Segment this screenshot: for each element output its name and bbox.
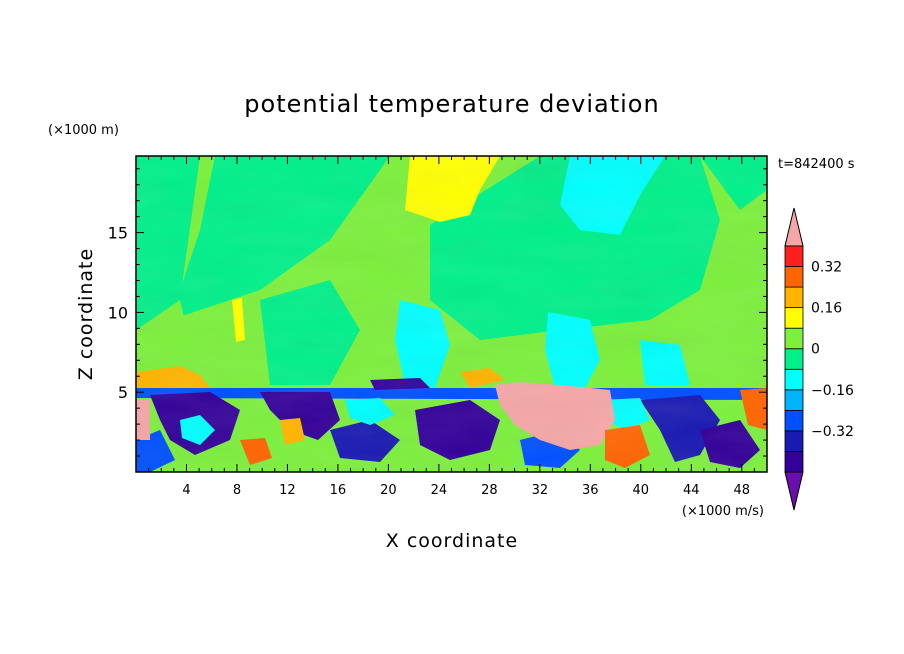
x-tick-label: 36 <box>582 483 599 498</box>
y-tick-label: 5 <box>118 383 128 402</box>
y-tick-label: 10 <box>108 303 128 322</box>
x-tick-label: 44 <box>683 483 700 498</box>
y-axis-title: Z coordinate <box>75 248 97 380</box>
x-unit-label: (×1000 m/s) <box>682 504 764 519</box>
colorbar-box <box>784 245 804 267</box>
y-axis: 5 10 15 <box>108 168 767 457</box>
colorbar-box <box>784 348 804 370</box>
colorbar-box <box>784 389 804 411</box>
x-tick-label: 12 <box>279 483 296 498</box>
colorbar-extend-top <box>784 207 804 247</box>
colorbar-label: 0.16 <box>811 301 842 317</box>
colorbar-box <box>784 307 804 329</box>
x-tick-label: 16 <box>330 483 347 498</box>
heatmap-field <box>136 156 767 472</box>
colorbar-box <box>784 368 804 391</box>
colorbar-label: −0.16 <box>811 383 854 399</box>
x-tick-label: 4 <box>182 483 190 498</box>
colorbar: −0.32 −0.16 0 0.16 0.32 <box>784 207 854 511</box>
x-tick-label: 24 <box>431 483 448 498</box>
x-tick-label: 28 <box>481 483 498 498</box>
x-tick-label: 8 <box>233 483 241 498</box>
x-tick-label: 32 <box>532 483 549 498</box>
time-label: t=842400 s <box>778 157 855 172</box>
colorbar-box <box>784 430 804 452</box>
colorbar-label: 0.32 <box>811 260 842 276</box>
colorbar-extend-bottom <box>784 471 804 511</box>
x-axis: 4 8 12 16 20 24 28 32 36 40 44 48 <box>148 156 755 498</box>
x-tick-label: 48 <box>733 483 750 498</box>
y-unit-label: (×1000 m) <box>48 123 119 138</box>
x-axis-title: X coordinate <box>386 530 518 552</box>
x-tick-label: 20 <box>380 483 397 498</box>
colorbar-box <box>784 451 804 473</box>
y-tick-label: 15 <box>108 224 128 243</box>
colorbar-box <box>784 327 804 350</box>
colorbar-box <box>784 409 804 432</box>
x-tick-label: 40 <box>633 483 650 498</box>
colorbar-box <box>784 266 804 288</box>
colorbar-label: −0.32 <box>811 424 854 440</box>
chart-title: potential temperature deviation <box>244 90 659 118</box>
colorbar-label: 0 <box>811 342 820 358</box>
colorbar-box <box>784 286 804 309</box>
